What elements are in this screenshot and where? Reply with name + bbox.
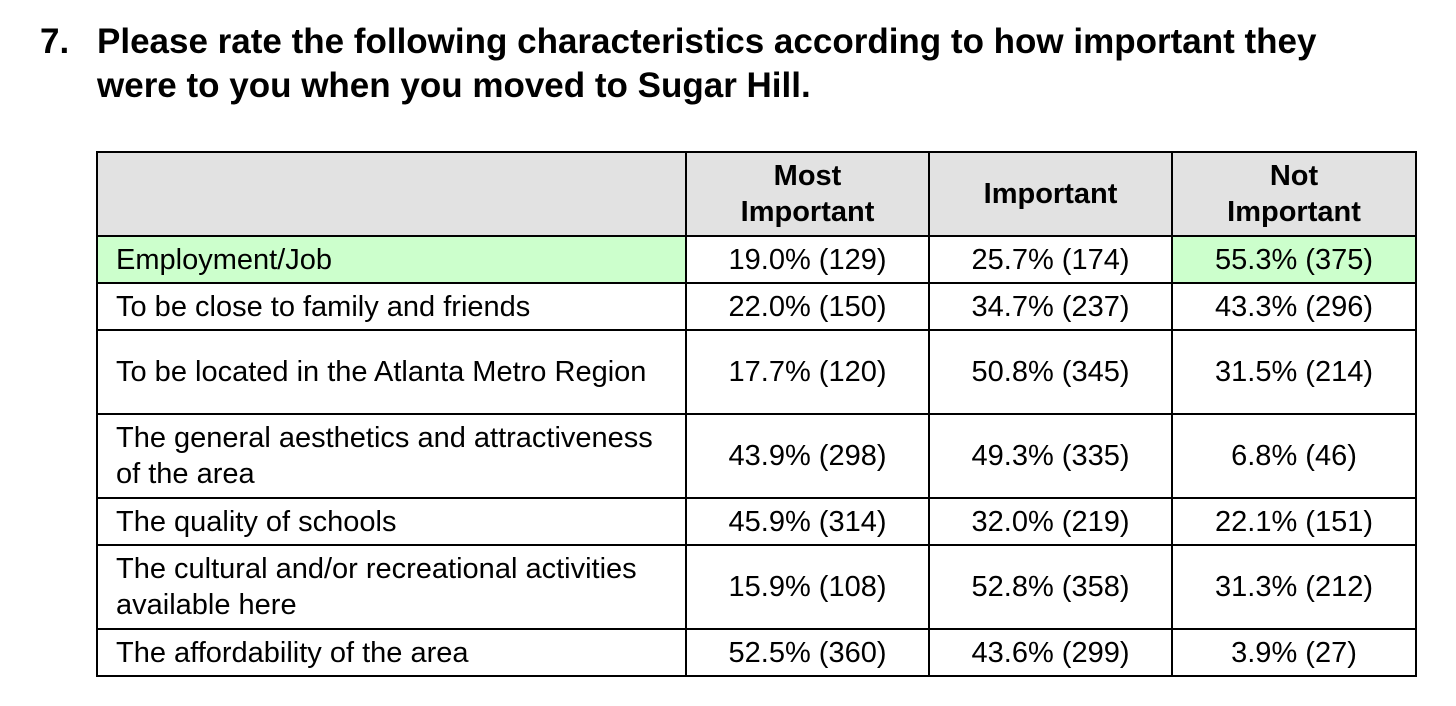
question-text: Please rate the following characteristic… [97,22,1317,105]
header-most-important: Most Important [685,151,930,237]
table-row: The cultural and/or recreational activit… [96,544,1417,630]
row-label: To be close to family and friends [96,282,687,331]
row-label: The general aesthetics and attractivenes… [96,413,687,499]
header-important: Important [928,151,1173,237]
cell-important: 52.8% (358) [928,544,1173,630]
cell-most-important: 52.5% (360) [685,628,930,677]
cell-most-important: 45.9% (314) [685,497,930,546]
cell-most-important: 19.0% (129) [685,235,930,284]
cell-important: 34.7% (237) [928,282,1173,331]
header-characteristic [96,151,687,237]
table-row: To be close to family and friends 22.0% … [96,282,1417,331]
cell-not-important: 3.9% (27) [1171,628,1417,677]
cell-important: 25.7% (174) [928,235,1173,284]
cell-most-important: 15.9% (108) [685,544,930,630]
row-label: The cultural and/or recreational activit… [96,544,687,630]
table-row: The quality of schools 45.9% (314) 32.0%… [96,497,1417,546]
table-header-row: Most Important Important Not Important [96,151,1417,237]
cell-not-important: 55.3% (375) [1171,235,1417,284]
row-label: Employment/Job [96,235,687,284]
cell-important: 32.0% (219) [928,497,1173,546]
cell-not-important: 31.3% (212) [1171,544,1417,630]
row-label: The affordability of the area [96,628,687,677]
row-label: To be located in the Atlanta Metro Regio… [96,329,687,415]
cell-not-important: 22.1% (151) [1171,497,1417,546]
header-not-important: Not Important [1171,151,1417,237]
table-row: Employment/Job 19.0% (129) 25.7% (174) 5… [96,235,1417,284]
cell-not-important: 6.8% (46) [1171,413,1417,499]
table-row: The general aesthetics and attractivenes… [96,413,1417,499]
cell-important: 50.8% (345) [928,329,1173,415]
cell-not-important: 31.5% (214) [1171,329,1417,415]
question-number: 7. [40,22,70,61]
cell-most-important: 22.0% (150) [685,282,930,331]
cell-most-important: 17.7% (120) [685,329,930,415]
table-row: The affordability of the area 52.5% (360… [96,628,1417,677]
row-label: The quality of schools [96,497,687,546]
cell-most-important: 43.9% (298) [685,413,930,499]
table-row: To be located in the Atlanta Metro Regio… [96,329,1417,415]
cell-important: 49.3% (335) [928,413,1173,499]
cell-not-important: 43.3% (296) [1171,282,1417,331]
ratings-table: Most Important Important Not Important E… [96,151,1417,677]
cell-important: 43.6% (299) [928,628,1173,677]
